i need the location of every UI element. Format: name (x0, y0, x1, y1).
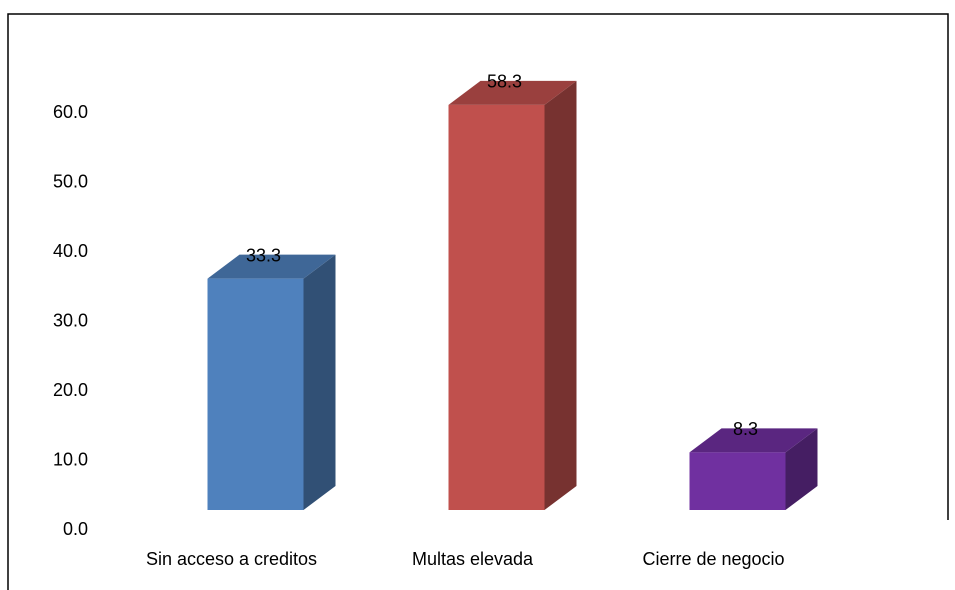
y-tick-label: 60.0 (53, 102, 88, 122)
x-tick-label: Cierre de negocio (642, 549, 784, 569)
bar (207, 254, 336, 510)
bar-side (544, 80, 577, 510)
bar-front (448, 104, 545, 510)
frame (7, 13, 949, 590)
bar-side (303, 254, 336, 510)
y-tick-label: 20.0 (53, 380, 88, 400)
y-tick-label: 10.0 (53, 449, 88, 469)
data-label: 33.3 (246, 245, 281, 265)
y-tick-label: 40.0 (53, 241, 88, 261)
bar (689, 428, 818, 510)
x-tick-label: Sin acceso a creditos (146, 549, 317, 569)
bar-top (448, 80, 577, 105)
bar-top (689, 428, 818, 453)
bar-top (207, 254, 336, 279)
y-tick-label: 0.0 (63, 519, 88, 539)
bar-front (689, 452, 786, 510)
x-tick-label: Multas elevada (412, 549, 534, 569)
y-tick-label: 50.0 (53, 171, 88, 191)
data-label: 58.3 (487, 72, 522, 92)
y-tick-label: 30.0 (53, 310, 88, 330)
bar-front (207, 278, 304, 510)
bar-side (785, 428, 818, 510)
bar (448, 80, 577, 510)
data-label: 8.3 (733, 419, 758, 439)
